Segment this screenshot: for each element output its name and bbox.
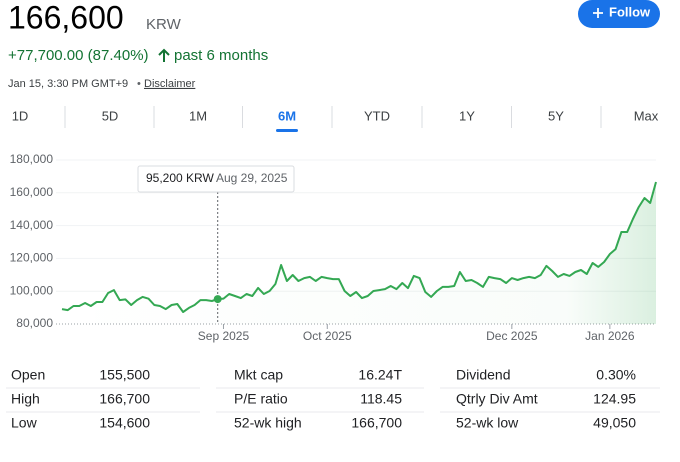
hover-dot [213, 295, 222, 304]
tooltip-box [137, 165, 295, 193]
price-line [61, 181, 657, 313]
stat-label: High [11, 391, 40, 407]
currency: KRW [146, 16, 182, 33]
up-arrow [158, 48, 170, 62]
stat-label: Dividend [456, 367, 510, 383]
x-tick-label: Sep 2025 [198, 329, 250, 343]
follow-bg[interactable] [578, 0, 660, 28]
stats: Open 155,500 Mkt cap 16.24T Dividend 0.30% Hig… [6, 367, 660, 431]
tab[interactable]: 6M [278, 108, 296, 123]
stat-value: 166,700 [351, 415, 402, 431]
follow-label[interactable]: Follow [609, 4, 651, 19]
y-tick-label: 100,000 [10, 283, 54, 297]
stat-value: 155,500 [99, 367, 150, 383]
stat-value: 49,050 [593, 415, 636, 431]
y-tick-label: 140,000 [10, 218, 54, 232]
stat-label: Low [11, 415, 38, 431]
stat-label: Qtrly Div Amt [456, 391, 538, 407]
stat-value: 154,600 [99, 415, 150, 431]
change: +77,700.00 (87.40%) [8, 47, 149, 64]
y-tick-label: 120,000 [10, 251, 54, 265]
stat-value: 124.95 [593, 391, 636, 407]
stat-value: 166,700 [99, 391, 150, 407]
y-tick-label: 180,000 [10, 152, 54, 166]
y-tick-label: 80,000 [16, 316, 53, 330]
stat-label: 52-wk low [456, 415, 519, 431]
area [62, 182, 656, 324]
timestamp: Jan 15, 3:30 PM GMT+9 [8, 78, 128, 90]
tab[interactable]: Max [634, 108, 659, 123]
price: 166,600 [8, 0, 124, 35]
x-tick-label: Dec 2025 [486, 329, 538, 343]
stat-value: 16.24T [358, 367, 402, 383]
y-tick-label: 160,000 [10, 185, 54, 199]
separator: • [137, 78, 141, 90]
tab[interactable]: 1Y [459, 108, 475, 123]
follow-button[interactable]: Follow [578, 0, 660, 28]
stat-label: Open [11, 367, 45, 383]
tooltip-date: Aug 29, 2025 [216, 171, 288, 185]
stat-label: 52-wk high [234, 415, 302, 431]
disclaimer-link[interactable]: Disclaimer [144, 78, 196, 90]
stat-value: 0.30% [596, 367, 636, 383]
stat-label: Mkt cap [234, 367, 283, 383]
tab[interactable]: 5Y [548, 108, 564, 123]
tabs: 1D 5D 1M 6M YTD 1Y 5Y Max [12, 106, 659, 132]
x-tick-label: Oct 2025 [303, 329, 352, 343]
period: past 6 months [174, 47, 268, 64]
tab-underline [276, 129, 298, 132]
tooltip-price: 95,200 KRW [146, 171, 214, 185]
tab[interactable]: 5D [102, 108, 119, 123]
x-tick-label: Jan 2026 [585, 329, 635, 343]
stat-value: 118.45 [360, 391, 402, 407]
tab[interactable]: YTD [364, 108, 390, 123]
chart: 80,000 100,000 120,000 140,000 160,000 180,00… [10, 152, 657, 343]
tab[interactable]: 1D [12, 108, 29, 123]
plus-icon [593, 8, 603, 18]
tab[interactable]: 1M [189, 108, 207, 123]
stat-label: P/E ratio [234, 391, 288, 407]
